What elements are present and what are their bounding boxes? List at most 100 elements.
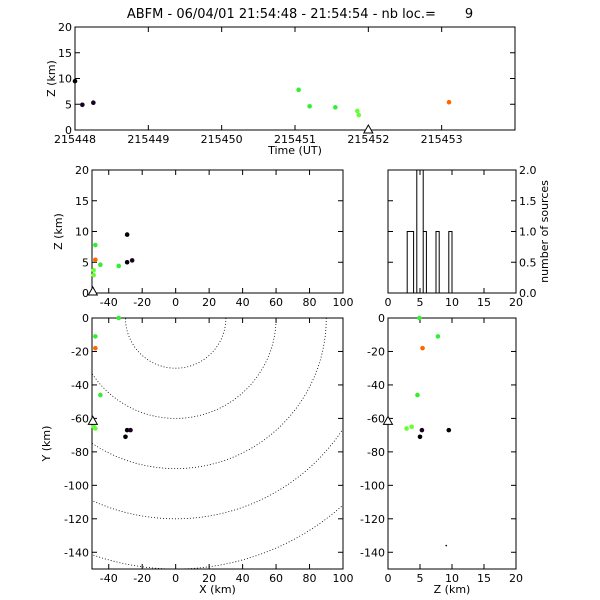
source-point	[93, 334, 98, 339]
x-tick-label: 215453	[421, 133, 463, 146]
source-point	[93, 426, 98, 431]
x-tick-label: 215448	[54, 133, 96, 146]
source-point	[296, 87, 301, 93]
x-tick-label: 0	[385, 296, 392, 309]
plot-frame	[91, 169, 344, 294]
station-marker	[87, 415, 99, 425]
range-ring	[92, 428, 343, 520]
source-point	[333, 105, 338, 110]
x-tick-label: -20	[133, 296, 151, 309]
y-tick-label: 20	[58, 21, 72, 34]
source-point	[93, 257, 98, 263]
y-tick-label: -80	[71, 446, 89, 459]
y-tick-label: 0	[65, 124, 72, 137]
plot-title: ABFM - 06/04/01 21:54:48 - 21:54:54 - nb…	[127, 7, 473, 22]
y-tick-label: 5	[65, 98, 72, 111]
source-point	[124, 259, 130, 265]
x-tick-label: -20	[133, 572, 151, 585]
y-tick-label: -40	[367, 379, 385, 392]
plot-frame	[74, 26, 516, 131]
y-tick-label: -40	[71, 379, 89, 392]
y-axis-label: Z (km)	[45, 60, 58, 97]
x-tick-label: 60	[269, 572, 283, 585]
x-tick-label: 215451	[274, 133, 316, 146]
source-point	[446, 99, 452, 105]
histogram-outline	[388, 169, 516, 294]
source-point	[128, 427, 133, 433]
x-tick-label: 80	[303, 296, 317, 309]
source-point	[72, 78, 78, 84]
y-tick-label: -140	[64, 546, 89, 559]
x-axis-label: Time (UT)	[267, 144, 322, 157]
y-axis-label: number of sources	[538, 180, 551, 283]
y-tick-label: -120	[360, 513, 385, 526]
source-point	[124, 427, 130, 433]
x-tick-label: -40	[100, 296, 118, 309]
x-tick-label: 10	[445, 296, 459, 309]
y-tick-label: 15	[75, 195, 89, 208]
x-tick-label: 0	[172, 572, 179, 585]
x-tick-label: 5	[417, 296, 424, 309]
source-point	[98, 392, 103, 398]
x-tick-label: 20	[202, 296, 216, 309]
x-tick-label: 100	[333, 296, 354, 309]
source-point	[435, 334, 441, 339]
x-tick-label: 20	[202, 572, 216, 585]
y-tick-label: 10	[58, 73, 72, 86]
y-tick-label: 0	[82, 287, 89, 300]
y-tick-label: -20	[71, 345, 89, 358]
source-point	[123, 434, 128, 440]
x-tick-label: 15	[477, 572, 491, 585]
source-point	[356, 112, 362, 118]
source-point	[445, 544, 448, 547]
z-y-panel: 0 5 10 15 20 0 -20 -40 -60 -80 -100 -120 -140 Z (km)	[360, 312, 523, 596]
x-tick-label: 215449	[127, 133, 169, 146]
x-axis-label: Z (km)	[434, 583, 471, 596]
y-tick-label: -120	[64, 513, 89, 526]
source-point	[93, 242, 98, 248]
y-tick-label: 10	[75, 226, 89, 239]
y-tick-label: 0	[378, 312, 385, 325]
y-tick-label: -100	[64, 479, 89, 492]
time-height-panel: 215448 215449 215450 215451 215452 215453 0 5 10…	[45, 21, 516, 157]
y-tick-label: -80	[367, 446, 385, 459]
y-tick-label: -140	[360, 546, 385, 559]
y-tick-label: -60	[367, 412, 385, 425]
x-tick-label: -40	[100, 572, 118, 585]
source-point	[116, 263, 122, 269]
x-y-panel: -40 -20 0 20 40 60 80 100 0 -20 -40 -60 -80 -100 -120 -…	[40, 312, 354, 596]
y-tick-label: 0	[82, 312, 89, 325]
x-tick-label: 10	[445, 572, 459, 585]
source-point	[415, 392, 420, 398]
y-tick-label: 20	[75, 164, 89, 177]
source-point	[417, 315, 422, 321]
y-tick-label: -100	[360, 479, 385, 492]
source-point	[93, 345, 98, 351]
histogram-bar	[417, 170, 423, 293]
x-z-panel: -40 -20 0 20 40 60 80 100 0 5 10 15 20 Z (km)	[52, 164, 354, 309]
station-marker	[382, 415, 394, 425]
source-point	[420, 345, 425, 351]
source-point	[409, 424, 414, 430]
y-tick-label: -60	[71, 412, 89, 425]
plot-frame	[387, 317, 517, 570]
y-axis-label: Z (km)	[52, 213, 65, 250]
x-tick-label: 60	[269, 296, 283, 309]
histogram-bar	[407, 232, 413, 294]
y-tick-label: -20	[367, 345, 385, 358]
x-tick-label: 0	[172, 296, 179, 309]
x-tick-label: 215450	[201, 133, 243, 146]
y-tick-label: 5	[82, 256, 89, 269]
x-tick-label: 5	[417, 572, 424, 585]
y-tick-label: 0.0	[519, 287, 537, 300]
y-tick-label: 1.5	[519, 195, 537, 208]
source-point	[417, 434, 423, 440]
source-point	[446, 427, 452, 433]
y-axis-label: Y (km)	[40, 426, 53, 463]
source-point	[404, 426, 409, 431]
y-tick-label: 0.5	[519, 256, 537, 269]
x-tick-label: 80	[303, 572, 317, 585]
source-point	[91, 272, 96, 278]
x-axis-label: X (km)	[199, 583, 236, 596]
